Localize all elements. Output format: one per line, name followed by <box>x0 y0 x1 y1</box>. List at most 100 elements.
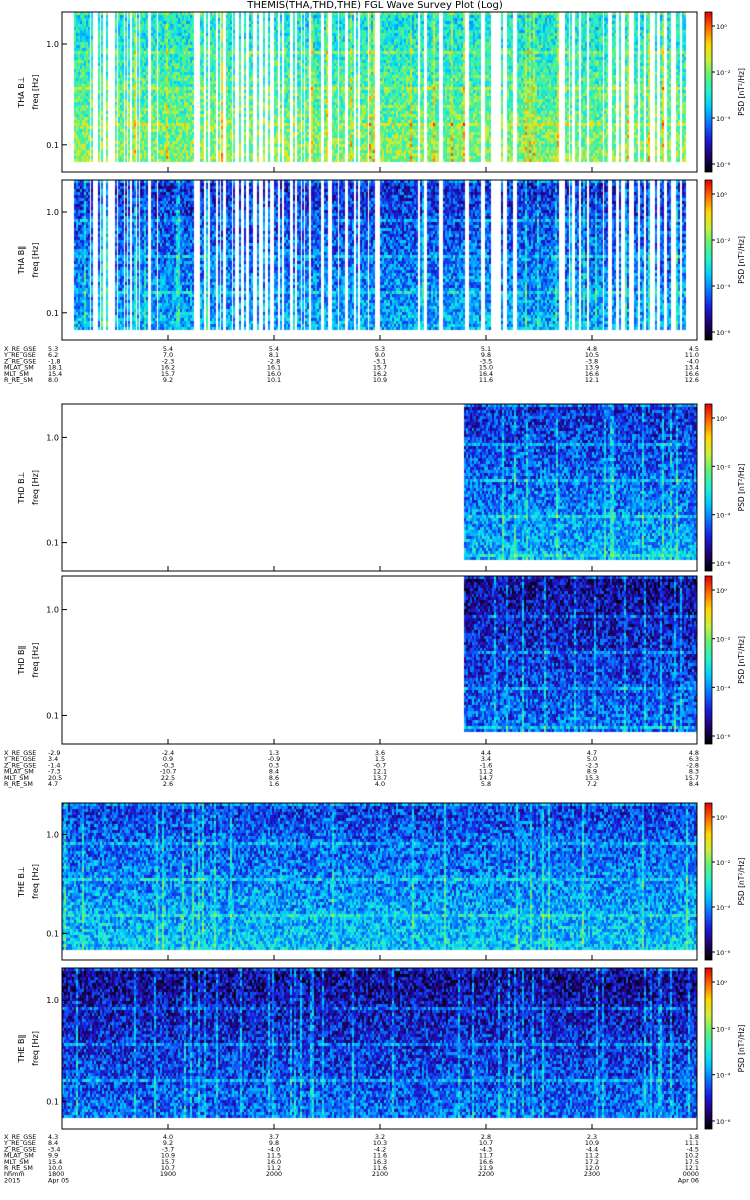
ephemeris-row-label: MLAT_SM <box>4 1152 34 1160</box>
ephemeris-value: 3.2 <box>375 1133 385 1141</box>
colorbar-label: PSD [nT²/Hz] <box>737 68 746 116</box>
ephemeris-value: -2.3 <box>586 761 598 769</box>
ephemeris-value: -2.8 <box>687 761 699 769</box>
colorbar: 10⁰ 10⁻² 10⁻⁴ 10⁻⁶ PSD [nT²/Hz] <box>704 11 746 173</box>
ephemeris-value: -0.9 <box>268 755 280 763</box>
ephemeris-row-label: MLAT_SM <box>4 768 34 776</box>
colorbar-scale <box>704 802 713 961</box>
ephemeris-value: 16.3 <box>373 1158 387 1166</box>
y-tick-label: 1.0 <box>46 830 59 839</box>
ephemeris-value: -3.7 <box>162 1145 174 1153</box>
ephemeris-value: 2100 <box>372 1170 388 1178</box>
ephemeris-value: 16.4 <box>479 370 493 378</box>
ephemeris-value: 17.2 <box>585 1158 599 1166</box>
ephemeris-value: -4.0 <box>268 1145 280 1153</box>
ephemeris-value: -3.4 <box>48 1145 60 1153</box>
panel-label: THE B‖ <box>17 1035 26 1064</box>
ephemeris-value: 5.3 <box>48 345 58 353</box>
colorbar-tick-label: 10⁻⁴ <box>716 1072 731 1080</box>
ephemeris-value: -1.8 <box>48 357 60 365</box>
y-axis-label: freq [Hz] <box>31 1031 40 1066</box>
y-tick-label: 0.1 <box>46 309 59 318</box>
colorbar-tick-label: 10⁻⁴ <box>716 684 731 692</box>
y-axis-label: freq [Hz] <box>31 75 40 110</box>
ephemeris-value: 2.8 <box>481 1133 491 1141</box>
ephemeris-row-label: Z_RE_GSE <box>4 1145 36 1153</box>
ephemeris-value: 3.6 <box>375 749 385 757</box>
y-axis-label: freq [Hz] <box>31 243 40 278</box>
colorbar: 10⁰ 10⁻² 10⁻⁴ 10⁻⁶ PSD [nT²/Hz] <box>704 967 746 1130</box>
ephemeris-value: 10.9 <box>585 1139 599 1147</box>
ephemeris-value: 3.4 <box>481 755 491 763</box>
ephemeris-value: 15.4 <box>48 370 62 378</box>
y-tick-label: 1.0 <box>46 208 59 217</box>
ephemeris-value: 0.9 <box>163 755 173 763</box>
ephemeris-value: -2.9 <box>48 749 60 757</box>
ephemeris-row-label: X_RE_GSE <box>4 1133 36 1141</box>
colorbar-tick-label: 10⁻⁴ <box>716 904 731 912</box>
ephemeris-value: 4.5 <box>689 345 699 353</box>
colorbar-scale <box>704 403 713 572</box>
ephemeris-value: 7.0 <box>163 351 173 359</box>
ephemeris-value: 3.4 <box>48 755 58 763</box>
ephemeris-value: 9.2 <box>163 376 173 384</box>
ephemeris-value: 10.9 <box>161 1152 175 1160</box>
ephemeris-row-label: X_RE_GSE <box>4 749 36 757</box>
ephemeris-value: 15.0 <box>479 364 493 372</box>
ephemeris-value: 5.4 <box>163 345 173 353</box>
ephemeris-value: 12.1 <box>685 1164 699 1172</box>
ephemeris-row-label: 2015 <box>4 1176 20 1184</box>
panel-thd-bpar: 1.0 0.1 THD B‖ freq [Hz] 10⁰ 10⁻² 10⁻⁴ 10⁻⁶ PSD … <box>17 575 746 745</box>
ephemeris-row-label: Y_RE_GSE <box>3 351 36 359</box>
colorbar-tick-label: 10⁻² <box>716 463 731 471</box>
ephemeris-value: 4.0 <box>375 780 385 788</box>
ephemeris-value: 8.4 <box>48 1139 58 1147</box>
ephemeris-row-label: Z_RE_GSE <box>4 357 36 365</box>
ephemeris-row-label: MLAT_SM <box>4 364 34 372</box>
ephemeris-value: 3.7 <box>269 1133 279 1141</box>
ephemeris-row-label: R_RE_SM <box>4 780 33 788</box>
ephemeris-value: 1.5 <box>375 755 385 763</box>
ephemeris-value: 11.0 <box>685 351 699 359</box>
panel-label: THE B⊥ <box>17 866 26 898</box>
ephemeris-row-label: R_RE_SM <box>4 376 33 384</box>
ephemeris-value: 12.1 <box>585 376 599 384</box>
ephemeris-value: -3.8 <box>586 357 598 365</box>
ephemeris-value: 9.8 <box>481 351 491 359</box>
ephemeris-value: 15.7 <box>161 1158 175 1166</box>
ephemeris-value: 11.9 <box>479 1164 493 1172</box>
colorbar-label: PSD [nT²/Hz] <box>737 236 746 284</box>
ephemeris-value: 5.8 <box>481 780 491 788</box>
y-tick-label: 0.1 <box>46 1098 59 1107</box>
ephemeris-value: -4.5 <box>687 1145 699 1153</box>
ephemeris-value: 1.6 <box>269 780 279 788</box>
ephemeris-value: 20.5 <box>48 774 62 782</box>
colorbar-tick-label: 10⁻² <box>716 237 731 245</box>
y-tick-label: 0.1 <box>46 929 59 938</box>
colorbar-tick-label: 10⁰ <box>716 415 727 423</box>
ephemeris-value: -4.4 <box>586 1145 598 1153</box>
ephemeris-value: 12.0 <box>585 1164 599 1172</box>
ephemeris-value: 11.5 <box>267 1152 281 1160</box>
ephemeris-value: 17.5 <box>685 1158 699 1166</box>
ephemeris-value: 11.6 <box>479 376 493 384</box>
y-axis-label: freq [Hz] <box>31 643 40 678</box>
ephemeris-value: 6.2 <box>48 351 58 359</box>
panel-label: THA B⊥ <box>17 76 26 108</box>
ephemeris-value: 9.8 <box>269 1139 279 1147</box>
ephemeris-value: 10.1 <box>267 376 281 384</box>
colorbar: 10⁰ 10⁻² 10⁻⁴ 10⁻⁶ PSD [nT²/Hz] <box>704 403 746 572</box>
ephemeris-row-label: X_RE_GSE <box>4 345 36 353</box>
spectrogram-image <box>62 576 697 744</box>
ephemeris-value: Apr 05 <box>48 1176 69 1184</box>
ephemeris-value: 8.0 <box>48 376 58 384</box>
colorbar-label: PSD [nT²/Hz] <box>737 464 746 512</box>
y-axis-label: freq [Hz] <box>31 470 40 505</box>
ephemeris-row-label: Y_RE_GSE <box>3 1139 36 1147</box>
ephemeris-value: 8.4 <box>689 780 699 788</box>
ephemeris-row-label: Z_RE_GSE <box>4 761 36 769</box>
colorbar: 10⁰ 10⁻² 10⁻⁴ 10⁻⁶ PSD [nT²/Hz] <box>704 179 746 341</box>
ephemeris-value: 5.0 <box>587 755 597 763</box>
ephemeris-thd: X_RE_GSEY_RE_GSEZ_RE_GSEMLAT_SMMLT_SMR_R… <box>3 749 699 788</box>
